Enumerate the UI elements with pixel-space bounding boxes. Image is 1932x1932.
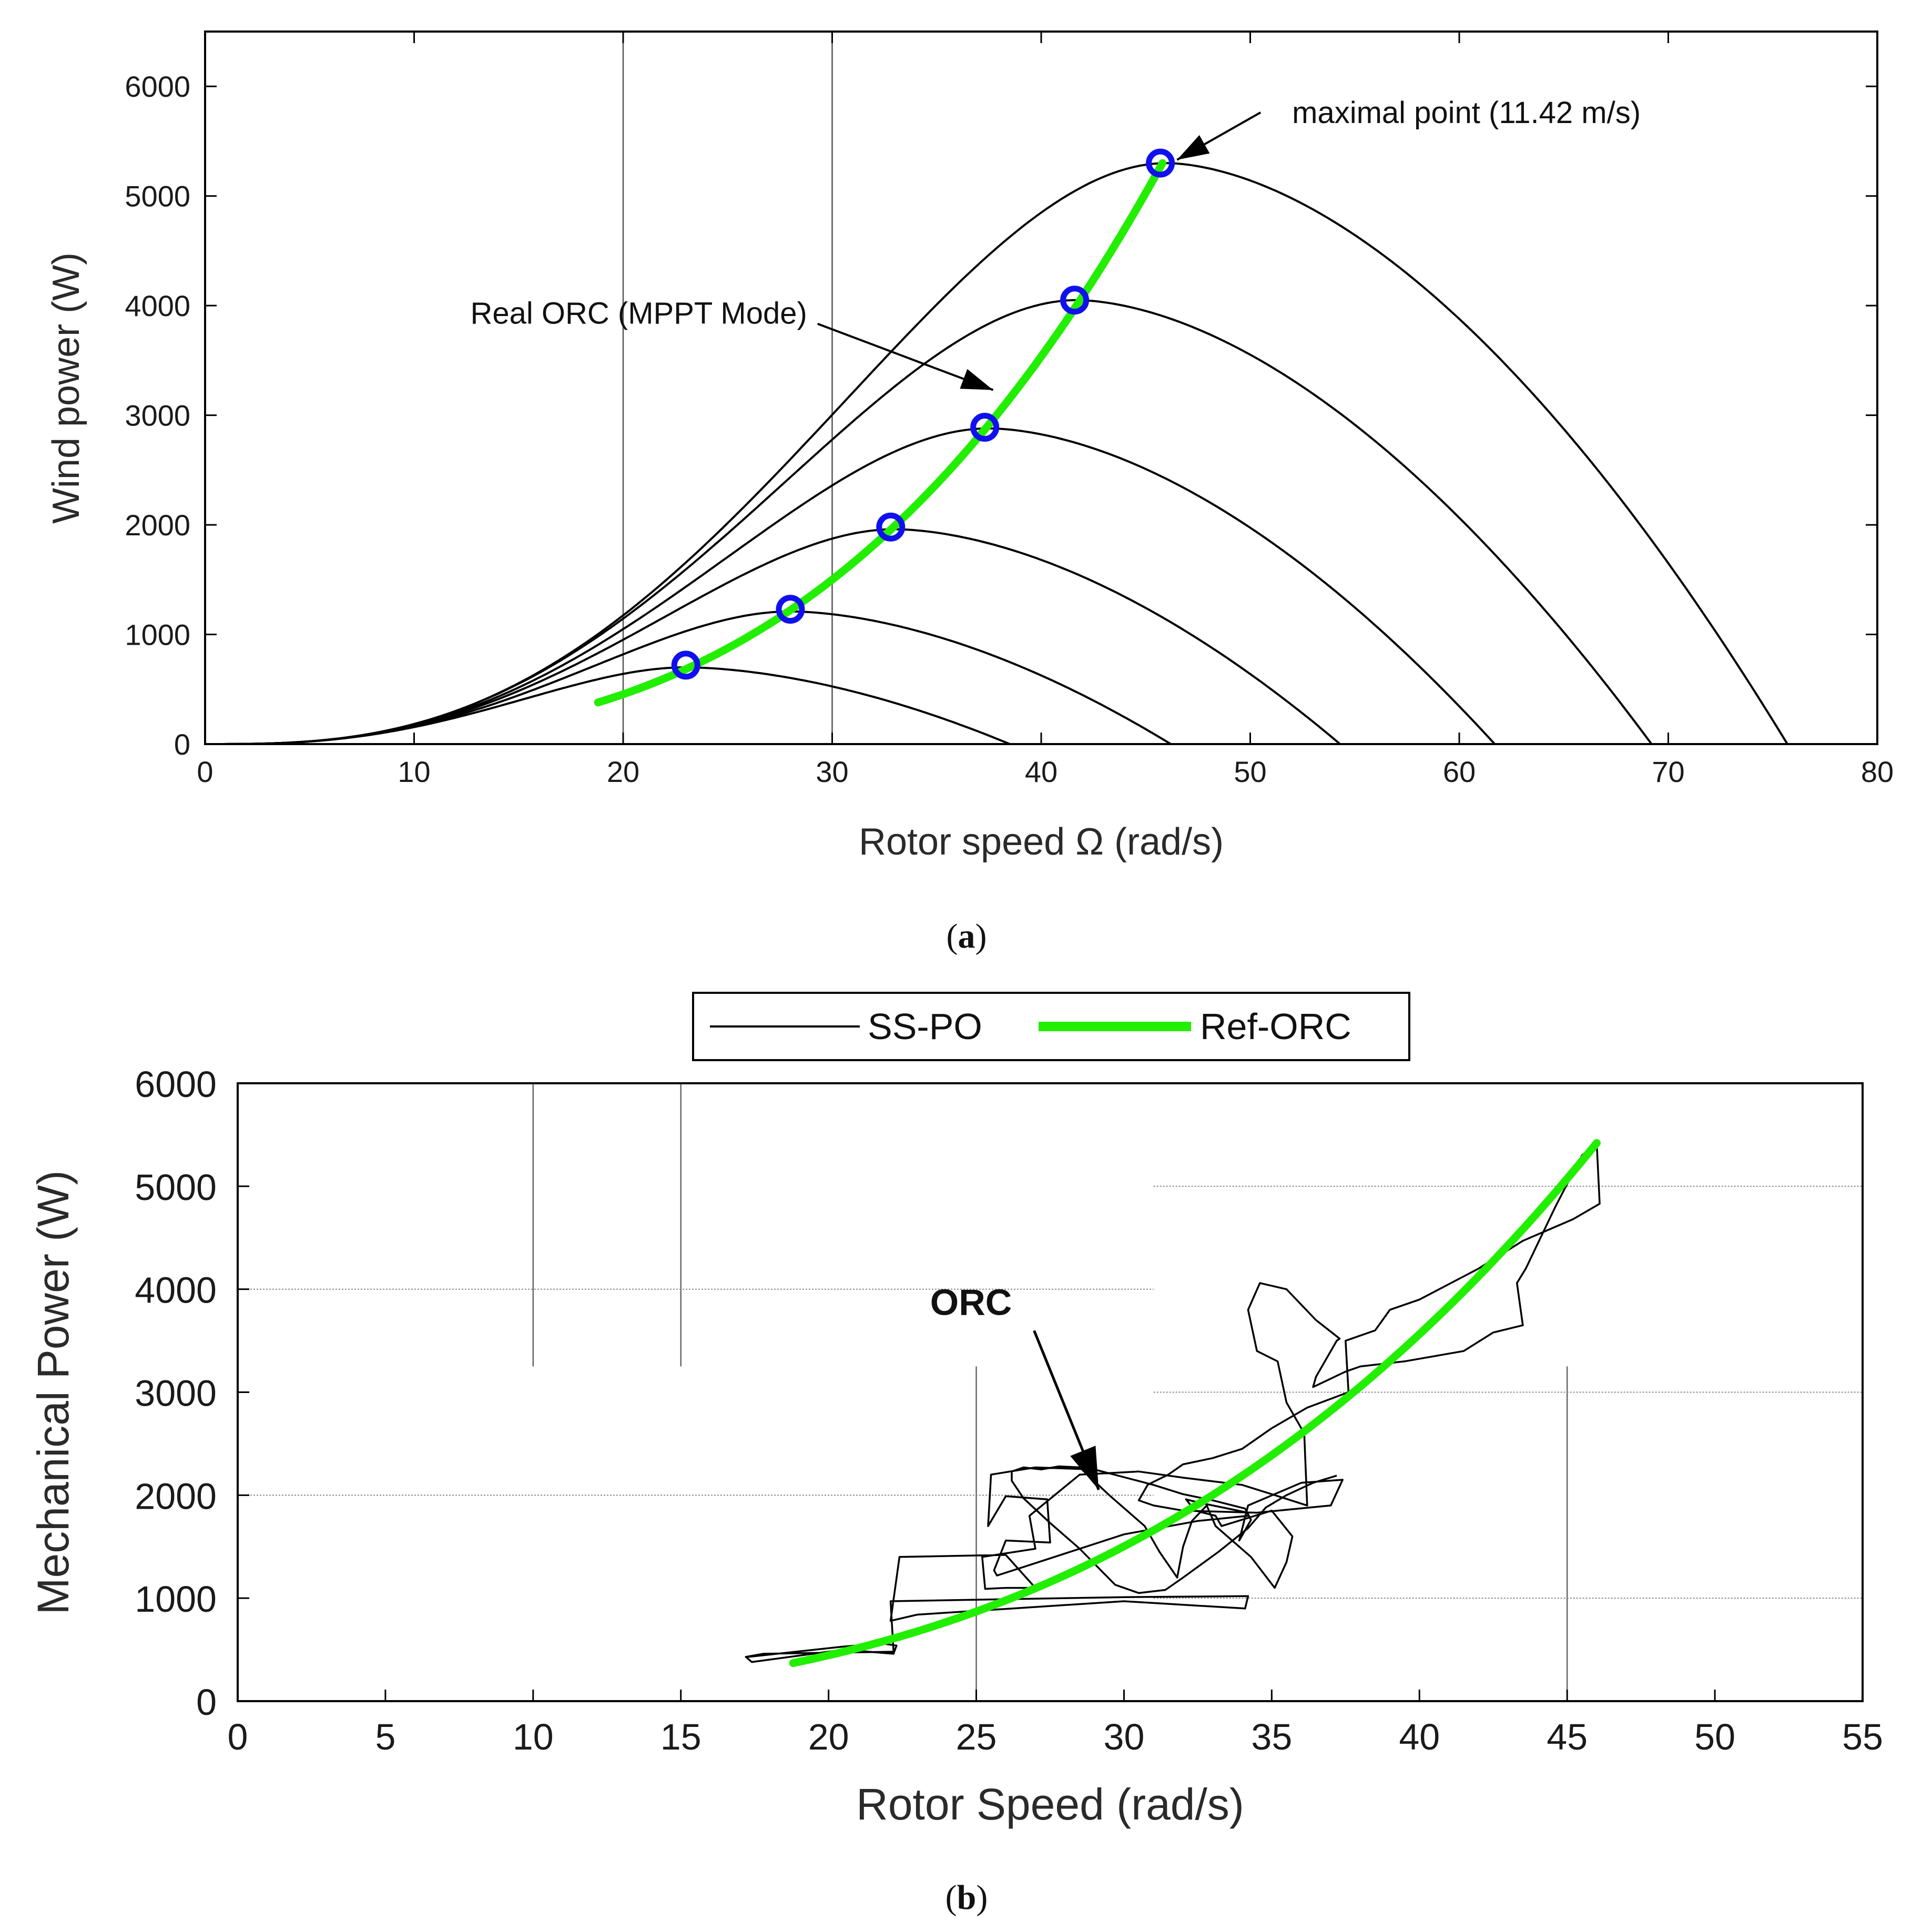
chart-a-power-curve-3 bbox=[205, 427, 1496, 744]
chart-a-panel-label: (a) bbox=[947, 917, 987, 955]
chart-a-ytick-label-2: 2000 bbox=[125, 509, 190, 542]
chart-b-ytick-label-5: 5000 bbox=[135, 1167, 217, 1208]
chart-a-power-curve-5 bbox=[205, 162, 1788, 744]
chart-b-annotation-orc: ORC bbox=[930, 1282, 1012, 1323]
chart-a-xtick-label-3: 30 bbox=[816, 755, 848, 788]
chart-b-xtick-label-2: 10 bbox=[513, 1716, 554, 1757]
chart-b-ytick-label-2: 2000 bbox=[135, 1476, 217, 1517]
chart-a-mpp-point-2 bbox=[876, 512, 906, 542]
chart-a-ytick-label-4: 4000 bbox=[125, 289, 190, 322]
chart-b-xtick-label-5: 25 bbox=[956, 1716, 997, 1757]
chart-a-annotation-max: maximal point (11.42 m/s) bbox=[1292, 96, 1641, 130]
chart-b-xtick-label-4: 20 bbox=[808, 1716, 849, 1757]
chart-a-xtick-label-8: 80 bbox=[1861, 755, 1894, 788]
chart-a-xtick-label-5: 50 bbox=[1234, 755, 1266, 788]
chart-b-x-axis-label: Rotor Speed (rad/s) bbox=[856, 1780, 1244, 1829]
chart-a-mpp-point-0 bbox=[671, 650, 700, 680]
chart-b-xtick-label-10: 50 bbox=[1694, 1716, 1735, 1757]
chart-b-xtick-label-6: 30 bbox=[1104, 1716, 1145, 1757]
chart-a-x-axis-label: Rotor speed Ω (rad/s) bbox=[859, 821, 1224, 863]
chart-b-xtick-label-0: 0 bbox=[228, 1716, 248, 1757]
chart-b-xtick-label-3: 15 bbox=[660, 1716, 701, 1757]
chart-b: SS-PO Ref-ORC 0 5 10 15 20 25 30 35 40 45 50 55 0 100… bbox=[28, 992, 1883, 1917]
chart-b-ytick-label-0: 0 bbox=[196, 1682, 217, 1723]
chart-a-xtick-label-4: 40 bbox=[1025, 755, 1057, 788]
chart-b-xtick-label-8: 40 bbox=[1399, 1716, 1440, 1757]
chart-a-power-curve-2 bbox=[205, 528, 1341, 744]
chart-b-xtick-label-9: 45 bbox=[1547, 1716, 1588, 1757]
chart-b-panel-label: (b) bbox=[945, 1878, 988, 1917]
chart-b-ss-po-line bbox=[745, 1142, 1601, 1663]
chart-b-ref-orc-curve bbox=[789, 1139, 1601, 1667]
chart-b-annotations: ORC bbox=[930, 1282, 1100, 1491]
chart-a-ytick-label-5: 5000 bbox=[125, 180, 190, 213]
chart-b-grid bbox=[238, 1083, 1863, 1701]
chart-b-ticks: 0 5 10 15 20 25 30 35 40 45 50 55 0 1000 2000 3000 4000 5… bbox=[135, 1064, 1883, 1757]
chart-a-arrow-orc-head bbox=[960, 369, 993, 390]
chart-b-ref-orc-line bbox=[789, 1139, 1601, 1667]
chart-a-mpp-point-5 bbox=[1146, 148, 1175, 178]
chart-b-ytick-label-3: 3000 bbox=[135, 1373, 217, 1414]
chart-a-mpp-points bbox=[671, 148, 1175, 680]
chart-b-ytick-label-6: 6000 bbox=[135, 1064, 217, 1105]
legend-ss-po-label: SS-PO bbox=[868, 1006, 982, 1047]
chart-b-xtick-label-1: 5 bbox=[375, 1716, 395, 1757]
chart-a-mpp-point-3 bbox=[970, 413, 1000, 442]
chart-a-annotation-orc: Real ORC (MPPT Mode) bbox=[471, 297, 807, 331]
chart-a-xtick-label-7: 70 bbox=[1652, 755, 1684, 788]
chart-b-xtick-label-11: 55 bbox=[1842, 1716, 1883, 1757]
chart-a-plot-frame bbox=[204, 30, 1878, 745]
chart-a-xtick-label-6: 60 bbox=[1443, 755, 1476, 788]
chart-a-power-curve-0 bbox=[205, 666, 1011, 744]
chart-b-y-axis-label: Mechanical Power (W) bbox=[28, 1171, 78, 1615]
chart-a: 0 10 20 30 40 50 60 70 80 0 1000 2000 3000 4000 5000 60… bbox=[45, 30, 1894, 955]
chart-a-power-curve-4 bbox=[205, 299, 1653, 744]
chart-b-ytick-label-1: 1000 bbox=[135, 1579, 217, 1620]
chart-b-ytick-label-4: 4000 bbox=[135, 1270, 217, 1311]
chart-a-ticks: 0 10 20 30 40 50 60 70 80 0 1000 2000 3000 4000 5000 60… bbox=[125, 32, 1894, 788]
chart-a-orc-line bbox=[594, 159, 1167, 707]
chart-a-ytick-label-3: 3000 bbox=[125, 399, 190, 432]
chart-a-y-axis-label: Wind power (W) bbox=[45, 252, 87, 524]
chart-b-ss-po-trajectory bbox=[745, 1142, 1601, 1663]
chart-a-vertical-lines bbox=[622, 32, 833, 744]
chart-a-xtick-label-2: 20 bbox=[607, 755, 639, 788]
legend-ref-orc-label: Ref-ORC bbox=[1200, 1006, 1351, 1047]
chart-a-arrow-max-head bbox=[1177, 135, 1210, 160]
chart-a-mpp-point-4 bbox=[1060, 286, 1090, 315]
chart-a-annotations: maximal point (11.42 m/s) Real ORC (MPPT … bbox=[471, 96, 1641, 391]
chart-a-xtick-label-1: 10 bbox=[398, 755, 430, 788]
chart-b-xtick-label-7: 35 bbox=[1251, 1716, 1292, 1757]
chart-a-ytick-label-0: 0 bbox=[174, 728, 190, 761]
chart-a-orc-curve bbox=[594, 159, 1167, 707]
chart-a-xtick-label-0: 0 bbox=[197, 755, 213, 788]
chart-a-panel-letter: a bbox=[958, 917, 975, 955]
chart-b-panel-letter: b bbox=[957, 1878, 977, 1917]
chart-a-power-curves bbox=[205, 162, 1788, 744]
chart-b-arrow-orc-head bbox=[1070, 1446, 1099, 1490]
chart-a-mpp-point-1 bbox=[776, 595, 805, 624]
chart-a-ytick-label-6: 6000 bbox=[125, 70, 190, 103]
chart-b-legend: SS-PO Ref-ORC bbox=[692, 992, 1410, 1061]
chart-a-ytick-label-1: 1000 bbox=[125, 618, 190, 652]
